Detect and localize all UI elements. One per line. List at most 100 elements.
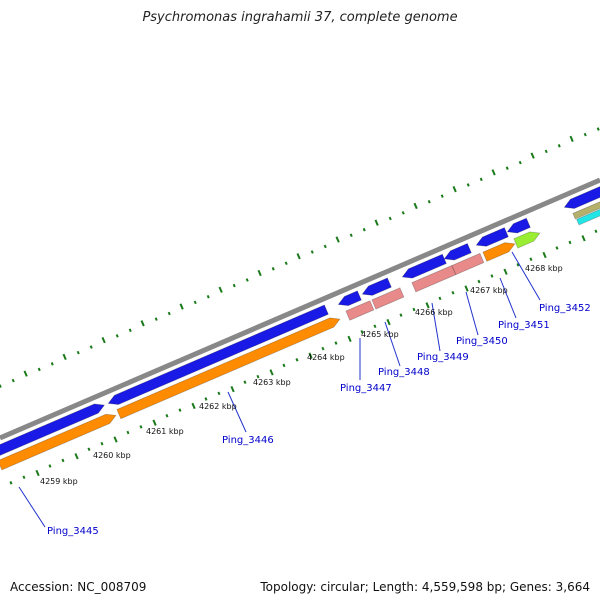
gc-tick <box>412 307 416 312</box>
gc-tick <box>529 257 533 261</box>
map-title: Psychromonas ingrahamii 37, complete gen… <box>142 10 458 25</box>
gc-tick <box>282 363 286 368</box>
gc-tick <box>491 169 496 176</box>
gene-label[interactable]: Ping_3446 <box>222 435 274 446</box>
gc-tick <box>452 186 457 193</box>
gc-tick <box>373 324 377 329</box>
gc-tick <box>310 250 314 254</box>
gc-tick <box>427 199 431 204</box>
scale-label: 4266 kbp <box>415 308 453 317</box>
gc-tick <box>154 317 158 321</box>
gene-label[interactable]: Ping_3452 <box>539 303 591 314</box>
gene-label-connector <box>18 486 46 528</box>
gc-tick <box>479 177 483 182</box>
gc-tick <box>139 425 143 429</box>
gc-tick <box>140 320 145 327</box>
gc-tick <box>374 219 379 226</box>
gc-tick <box>557 144 561 148</box>
gc-tick <box>113 436 118 443</box>
genome-backbone <box>0 177 600 441</box>
gc-tick <box>296 253 301 260</box>
scale-label: 4267 kbp <box>470 286 508 295</box>
scale-label: 4259 kbp <box>40 477 78 486</box>
gc-tick <box>401 211 405 215</box>
gc-tick <box>126 430 130 435</box>
gc-tick <box>555 246 559 250</box>
gc-tick <box>335 236 340 243</box>
gc-tick <box>35 469 40 477</box>
rna-feature <box>345 300 375 321</box>
gc-tick <box>530 152 535 159</box>
gene-label[interactable]: Ping_3451 <box>498 320 550 331</box>
gc-tick <box>542 251 547 259</box>
gc-tick <box>583 132 587 137</box>
gene-label-connector <box>499 277 517 319</box>
reverse-cds-arrow <box>116 317 341 420</box>
gc-tick <box>503 268 508 275</box>
gc-tick <box>477 279 481 284</box>
gc-tick <box>568 240 572 245</box>
gc-tick <box>61 458 65 463</box>
gene-label-connector <box>384 321 401 367</box>
gc-tick <box>516 263 520 267</box>
gc-tick <box>295 358 299 362</box>
forward-cds-arrow <box>443 243 472 261</box>
gc-tick <box>440 194 444 198</box>
gc-tick <box>466 183 470 187</box>
gc-tick <box>193 300 197 305</box>
gene-label-connector <box>227 391 247 433</box>
gc-tick <box>100 441 104 446</box>
gc-tick <box>308 352 313 359</box>
rna-feature <box>451 252 485 276</box>
gc-tick <box>11 378 15 383</box>
gc-tick <box>165 413 169 418</box>
gc-tick <box>232 283 236 288</box>
gc-tick <box>594 229 598 234</box>
forward-strand-genes <box>0 186 600 456</box>
gc-tick <box>544 149 548 154</box>
gc-tick <box>50 362 54 366</box>
gc-tick <box>388 216 392 221</box>
gc-tick <box>257 269 262 277</box>
gc-tick <box>37 367 41 372</box>
forward-cds-arrow <box>337 290 362 307</box>
gc-tick <box>204 397 208 401</box>
forward-cds-arrow <box>0 403 106 456</box>
gc-tick <box>245 278 249 282</box>
gc-tick <box>178 408 182 412</box>
gc-tick <box>191 402 196 410</box>
gc-tick <box>74 453 79 460</box>
forward-cds-arrow <box>506 217 531 234</box>
gc-tick <box>505 166 509 170</box>
scale-label: 4264 kbp <box>307 353 345 362</box>
gc-tick <box>438 296 442 301</box>
gc-tick <box>581 235 586 242</box>
scale-label: 4263 kbp <box>253 378 291 387</box>
scale-label: 4268 kbp <box>525 264 563 273</box>
gene-label[interactable]: Ping_3450 <box>456 336 508 347</box>
gc-tick <box>89 345 93 349</box>
gene-label[interactable]: Ping_3445 <box>47 526 99 537</box>
rna-feature <box>513 231 541 249</box>
gene-label[interactable]: Ping_3447 <box>340 383 392 394</box>
gc-tick <box>464 285 469 292</box>
reverse-strand-genes <box>0 201 600 471</box>
gc-tick <box>413 202 418 210</box>
forward-cds-arrow <box>107 304 329 405</box>
gc-tick <box>334 341 338 345</box>
scale-label: 4260 kbp <box>93 451 131 460</box>
gene-label[interactable]: Ping_3449 <box>417 352 469 363</box>
gc-tick <box>243 380 247 384</box>
gc-tick <box>23 370 28 377</box>
gc-tick <box>490 274 494 278</box>
gc-tick <box>386 318 391 326</box>
gene-label[interactable]: Ping_3448 <box>378 367 430 378</box>
gene-label-connector <box>511 251 541 301</box>
gc-tick <box>269 369 274 376</box>
scale-labels: 4259 kbp 4260 kbp 4261 kbp 4262 kbp 4263… <box>40 264 563 486</box>
forward-cds-arrow <box>361 277 392 296</box>
gc-tick <box>518 160 522 165</box>
forward-cds-arrow <box>563 186 600 209</box>
gc-tick <box>167 311 171 316</box>
